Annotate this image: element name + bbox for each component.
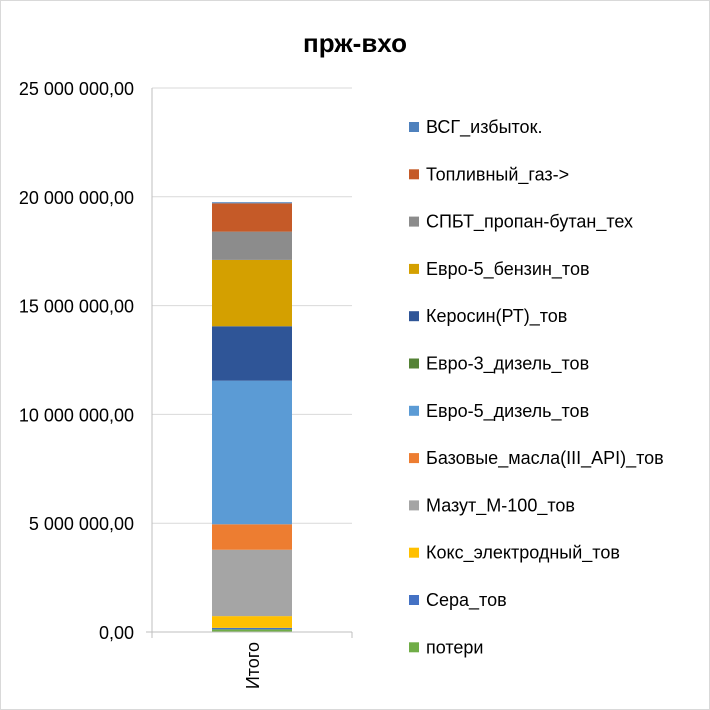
legend-label: СПБТ_пропан-бутан_тех [426,212,633,233]
legend-swatch [409,169,419,180]
legend-label: Базовые_масла(III_API)_тов [426,448,664,469]
bar-segment [212,616,292,628]
chart-title: прж-вхо [303,28,407,58]
legend: ВСГ_избыток. Топливный_газ-> СПБТ_пропан-б… [409,117,664,657]
legend-label: Сера_тов [426,590,507,611]
legend-swatch [409,642,419,653]
y-tick-label: 15 000 000,00 [19,297,134,317]
bar-segment [212,202,292,204]
axes [146,88,353,638]
legend-label: Евро-3_дизель_тов [426,354,589,375]
legend-label: Евро-5_бензин_тов [426,259,590,280]
bar-segment [212,380,292,525]
bar-segment [212,524,292,550]
y-tick-label: 0,00 [99,623,134,643]
legend-swatch [409,405,419,416]
legend-swatch [409,595,419,605]
legend-swatch [409,547,419,558]
y-tick-label: 5 000 000,00 [29,514,134,534]
bar-segment [212,203,292,232]
y-tick-label: 10 000 000,00 [19,405,134,425]
y-tick-label: 25 000 000,00 [19,79,134,99]
legend-label: потери [426,637,483,657]
bar-segment [212,259,292,327]
legend-label: Мазут_М-100_тов [426,495,575,516]
legend-swatch [409,216,419,227]
bar-segment [212,549,292,617]
legend-swatch [409,263,419,274]
legend-swatch [409,311,419,322]
legend-label: Топливный_газ-> [426,164,569,185]
legend-swatch [409,358,419,369]
x-axis-tick-labels: Итого [243,642,263,689]
y-axis-tick-labels: 0,00 5 000 000,00 10 000 000,00 15 000 000,… [19,79,134,643]
legend-label: ВСГ_избыток. [426,117,542,138]
bar-segment [212,326,292,381]
y-tick-label: 20 000 000,00 [19,188,134,208]
bar-segment [212,629,292,632]
legend-swatch [409,122,419,132]
legend-label: Кокс_электродный_тов [426,543,620,564]
legend-label: Евро-5_дизель_тов [426,401,589,422]
bar-segment [212,627,292,630]
bar-segment [212,231,292,260]
legend-label: Керосин(РТ)_тов [426,306,567,327]
x-tick-label: Итого [243,642,263,689]
bar-segments [212,202,292,632]
legend-swatch [409,453,419,464]
legend-swatch [409,500,419,511]
